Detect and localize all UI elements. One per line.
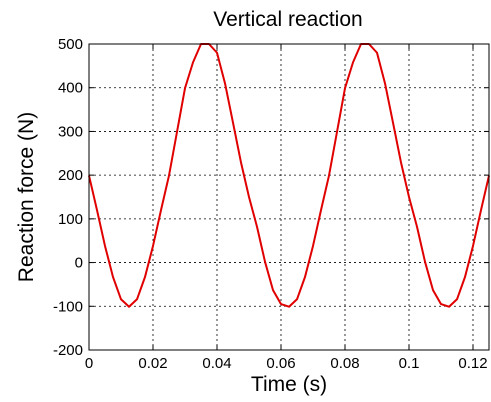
x-tick-label: 0.1 [399,355,420,372]
x-tick-label: 0.08 [330,355,359,372]
series-layer [88,43,490,308]
x-axis-title: Time (s) [251,373,327,396]
x-tick-label: 0.04 [202,355,231,372]
x-tick-label: 0.06 [266,355,295,372]
y-tick-label: -200 [53,342,83,359]
series-line [88,43,490,308]
y-tick-label: -100 [53,298,83,315]
y-tick-label: 0 [75,255,83,272]
tick-marks [88,43,489,351]
x-tick-label: 0.02 [138,355,167,372]
plot-frame [88,43,490,351]
y-axis-title: Reaction force (N) [15,112,38,282]
chart-title: Vertical reaction [213,8,362,31]
x-tick-label: 0 [85,355,93,372]
x-tick-label: 0.12 [458,355,487,372]
x-tick-labels: 0 0.02 0.04 0.06 0.08 0.1 0.12 [85,355,488,372]
y-tick-label: 300 [58,123,83,140]
y-tick-labels: -200 -100 0 100 200 300 400 500 [53,36,83,359]
y-tick-label: 500 [58,36,83,53]
y-tick-label: 400 [58,80,83,97]
y-tick-label: 200 [58,167,83,184]
y-tick-label: 100 [58,211,83,228]
plot-area [89,44,489,350]
